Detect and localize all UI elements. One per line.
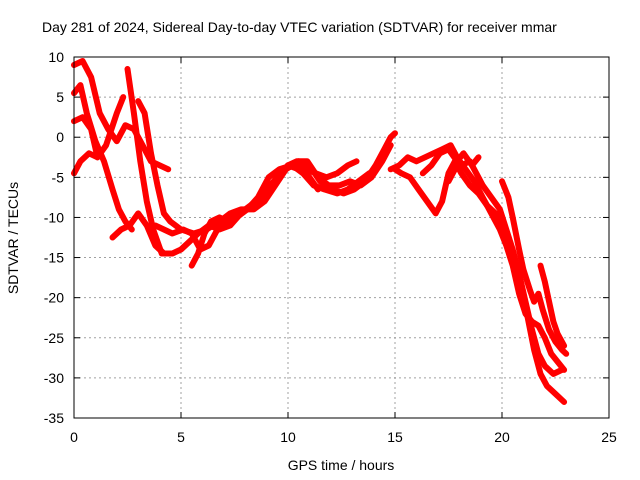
- x-tick-label: 0: [70, 429, 78, 445]
- series-group: [71, 58, 570, 405]
- tick-labels: 0 5 10 15 20 25 10 5 0 -5 -10 -15 -20 -25 -30 -35: [44, 49, 617, 445]
- series-track-d: [71, 114, 101, 161]
- y-tick-label: -15: [44, 250, 64, 266]
- series-track-j: [259, 142, 394, 201]
- y-tick-label: -30: [44, 370, 64, 386]
- series-track-l: [387, 142, 568, 373]
- series-track-g: [135, 98, 398, 237]
- y-tick-label: 5: [56, 89, 64, 105]
- y-tick-label: -5: [52, 169, 65, 185]
- y-tick-label: -10: [44, 209, 64, 225]
- plot-frame: [73, 56, 610, 419]
- x-tick-label: 10: [280, 429, 296, 445]
- y-tick-label: -25: [44, 330, 64, 346]
- y-tick-label: -20: [44, 290, 64, 306]
- x-tick-label: 25: [601, 429, 617, 445]
- series-track-f: [109, 210, 167, 257]
- chart-title: Day 281 of 2024, Sidereal Day-to-day VTE…: [42, 19, 557, 35]
- series-track-h: [152, 162, 373, 253]
- x-axis-label: GPS time / hours: [288, 457, 395, 473]
- y-tick-label: 0: [56, 129, 64, 145]
- series-track-o: [537, 262, 568, 349]
- x-tick-label: 5: [177, 429, 185, 445]
- series-track-n: [499, 178, 570, 357]
- series-track-p: [419, 146, 482, 177]
- y-axis-label: SDTVAR / TECUs: [5, 182, 21, 294]
- series-track-b: [71, 82, 135, 233]
- series-track-i: [188, 162, 321, 269]
- x-tick-label: 15: [387, 429, 403, 445]
- y-tick-label: -35: [44, 410, 64, 426]
- x-tick-label: 20: [494, 429, 510, 445]
- y-tick-label: 10: [48, 49, 64, 65]
